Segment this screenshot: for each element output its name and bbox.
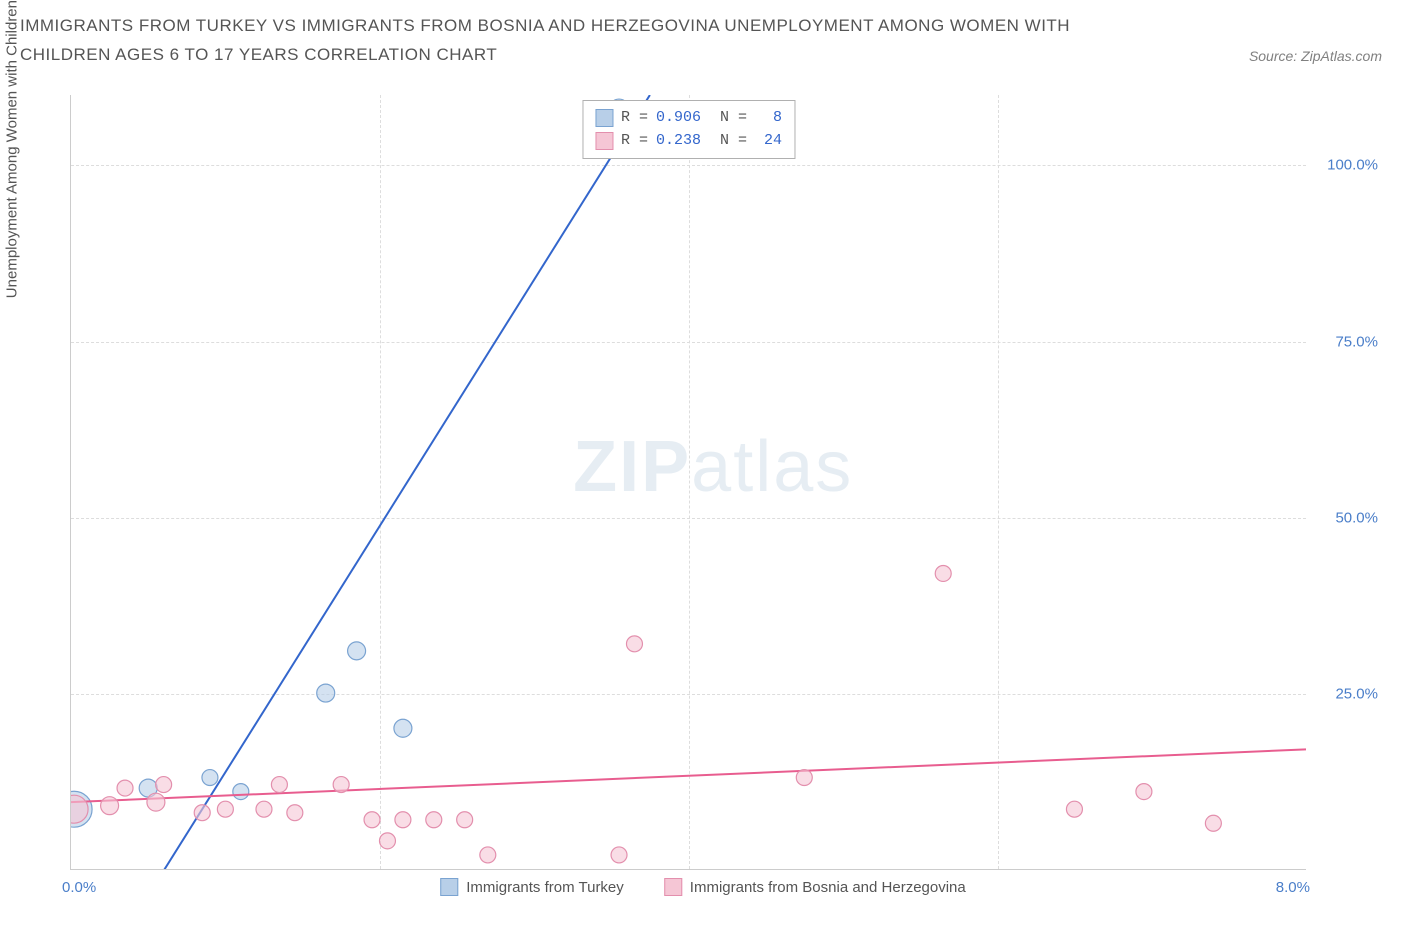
y-tick-label: 100.0% bbox=[1327, 157, 1378, 174]
data-point bbox=[1066, 801, 1082, 817]
legend-n-label: N = bbox=[720, 107, 747, 130]
x-tick-min: 0.0% bbox=[62, 879, 96, 896]
chart-container: Unemployment Among Women with Children A… bbox=[20, 95, 1386, 910]
data-point bbox=[233, 784, 249, 800]
data-point bbox=[333, 777, 349, 793]
data-point bbox=[287, 805, 303, 821]
data-point bbox=[796, 770, 812, 786]
y-axis-label: Unemployment Among Women with Children A… bbox=[4, 0, 21, 298]
data-point bbox=[426, 812, 442, 828]
legend-n-value: 8 bbox=[755, 107, 782, 130]
legend-stats: R = 0.906 N = 8 R = 0.238 N = 24 bbox=[582, 100, 795, 159]
data-point bbox=[117, 780, 133, 796]
legend-swatch bbox=[664, 878, 682, 896]
data-point bbox=[364, 812, 380, 828]
legend-series-label: Immigrants from Bosnia and Herzegovina bbox=[690, 879, 966, 896]
data-point bbox=[626, 636, 642, 652]
chart-title: IMMIGRANTS FROM TURKEY VS IMMIGRANTS FRO… bbox=[20, 12, 1120, 70]
trend-line bbox=[71, 749, 1306, 802]
data-point bbox=[156, 777, 172, 793]
data-point bbox=[1205, 815, 1221, 831]
data-point bbox=[480, 847, 496, 863]
data-point bbox=[317, 684, 335, 702]
data-point bbox=[256, 801, 272, 817]
legend-stats-row: R = 0.238 N = 24 bbox=[595, 130, 782, 153]
data-point bbox=[348, 642, 366, 660]
plot-svg bbox=[71, 95, 1306, 869]
legend-stats-row: R = 0.906 N = 8 bbox=[595, 107, 782, 130]
legend-series-item: Immigrants from Bosnia and Herzegovina bbox=[664, 878, 966, 896]
plot-area: ZIPatlas R =0.906N = 8R =0.238N = 24 25.… bbox=[70, 95, 1306, 870]
legend-r-label: R = bbox=[621, 107, 648, 130]
data-point bbox=[394, 719, 412, 737]
y-tick-label: 25.0% bbox=[1335, 685, 1378, 702]
data-point bbox=[379, 833, 395, 849]
legend-swatch bbox=[440, 878, 458, 896]
data-point bbox=[935, 565, 951, 581]
y-tick-label: 75.0% bbox=[1335, 333, 1378, 350]
legend-swatch bbox=[595, 132, 613, 150]
data-point bbox=[1136, 784, 1152, 800]
legend-n-value: 24 bbox=[755, 130, 782, 153]
legend-r-value: 0.238 bbox=[656, 130, 712, 153]
legend-r-label: R = bbox=[621, 130, 648, 153]
data-point bbox=[202, 770, 218, 786]
legend-n-label: N = bbox=[720, 130, 747, 153]
data-point bbox=[101, 797, 119, 815]
data-point bbox=[395, 812, 411, 828]
legend-swatch bbox=[595, 109, 613, 127]
data-point bbox=[217, 801, 233, 817]
data-point bbox=[611, 847, 627, 863]
x-tick-max: 8.0% bbox=[1276, 879, 1310, 896]
trend-line bbox=[156, 95, 650, 869]
legend-bottom: Immigrants from Turkey Immigrants from Bo… bbox=[440, 878, 966, 896]
legend-r-value: 0.906 bbox=[656, 107, 712, 130]
legend-series-label: Immigrants from Turkey bbox=[466, 879, 624, 896]
data-point bbox=[457, 812, 473, 828]
data-point bbox=[194, 805, 210, 821]
chart: Unemployment Among Women with Children A… bbox=[20, 95, 1386, 910]
legend-series-item: Immigrants from Turkey bbox=[440, 878, 624, 896]
chart-header: IMMIGRANTS FROM TURKEY VS IMMIGRANTS FRO… bbox=[0, 0, 1406, 70]
data-point bbox=[271, 777, 287, 793]
data-point bbox=[147, 793, 165, 811]
y-tick-label: 50.0% bbox=[1335, 509, 1378, 526]
chart-source: Source: ZipAtlas.com bbox=[1249, 48, 1382, 64]
